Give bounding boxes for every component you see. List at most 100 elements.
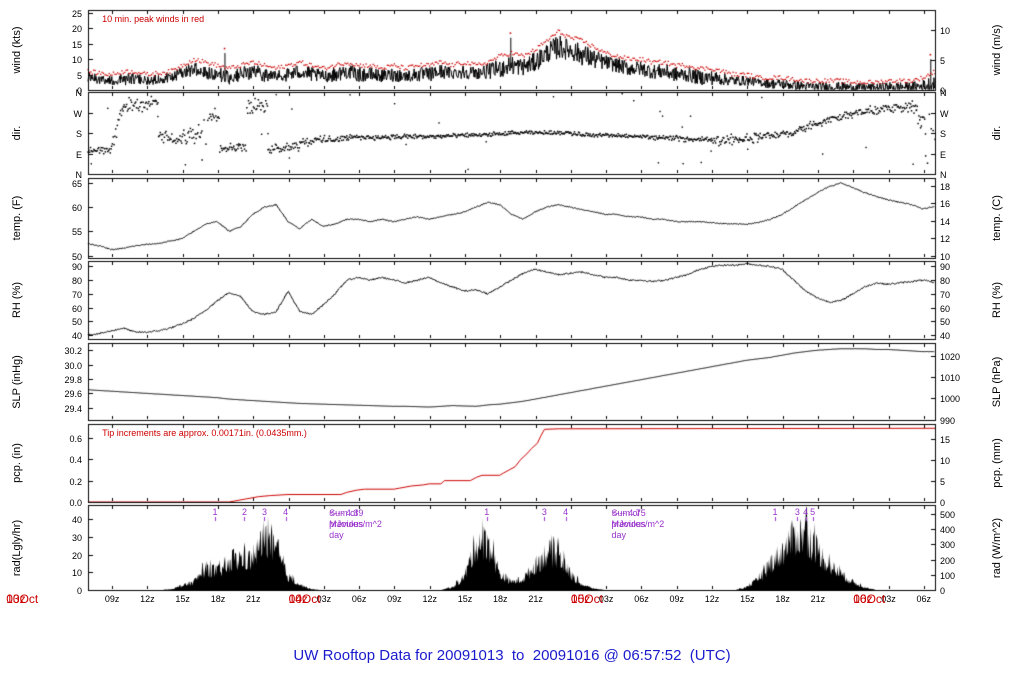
rad-peak-number: 4 (563, 507, 569, 517)
pcp-ytick-left: 0.0 (69, 497, 82, 508)
dir-ytick-right: E (940, 149, 947, 160)
slp-ytick-right: 1020 (940, 351, 961, 362)
rh-ytick-right: 80 (940, 275, 951, 286)
temp-axis-title-left: temp. (F) (11, 195, 23, 241)
dir-ytick-right: N (940, 87, 947, 98)
rh-ytick-left: 70 (71, 289, 82, 300)
pcp-axis-title-right: pcp. (mm) (991, 438, 1003, 488)
pcp-ytick-left: 0.6 (69, 433, 82, 444)
temp-ytick-right: 10 (940, 251, 951, 262)
dir-axis-title-right: dir. (991, 125, 1003, 141)
xtick-label: 12z (422, 594, 437, 604)
wind-ytick-right: 0 (940, 85, 946, 96)
date-label-day: 13Oct (6, 592, 39, 606)
pcp-ytick-left: 0.4 (69, 454, 82, 465)
rad-peak-number: 3 (261, 507, 267, 517)
rh-ytick-right: 70 (940, 289, 951, 300)
temp-ytick-right: 12 (940, 233, 951, 244)
xtick-label: 18z (775, 594, 790, 604)
date-label-day: 14Oct (288, 592, 321, 606)
rad-peak-number: 4 (283, 507, 289, 517)
slp-ytick-right: 1000 (940, 393, 961, 404)
slp-ytick-left: 29.6 (64, 388, 82, 399)
rh-ytick-left: 60 (71, 303, 82, 314)
dir-ytick-left: N (75, 169, 83, 180)
wind-axis-title-right: wind (m/s) (991, 24, 1003, 76)
slp-ytick-right: 1010 (940, 372, 961, 383)
xtick-label: 15z (175, 594, 190, 604)
xtick-label: 21z (810, 594, 826, 604)
dir-ytick-right: W (940, 108, 949, 119)
xtick-label: 03z (598, 594, 614, 604)
xtick-label: 06z (634, 594, 649, 604)
date-label-hour: 00z (6, 592, 26, 606)
temp-axis-title-right: temp. (C) (991, 195, 1003, 241)
rh-axis-title-right: RH (%) (991, 281, 1003, 319)
rad-peak-number: 1 (212, 507, 218, 517)
xtick-label: 15z (457, 594, 473, 604)
wind-ytick-left: 20 (71, 23, 82, 34)
rad-ytick-left: 30 (71, 532, 82, 543)
wind-ytick-left: 5 (76, 70, 82, 81)
dir-ytick-left: E (75, 149, 82, 160)
date-label-hour: 00z (570, 592, 591, 606)
rad-sum-line1: Sum of previous day (329, 508, 364, 540)
temp-ytick-left: 50 (71, 251, 82, 262)
xtick-label: 18z (493, 594, 508, 604)
slp-ytick-left: 30.2 (64, 345, 82, 356)
temp-ytick-left: 65 (71, 178, 82, 189)
date-label-hour: 00z (288, 592, 308, 606)
pcp-ytick-right: 10 (940, 455, 951, 466)
rad-ytick-left: 20 (71, 550, 82, 561)
rad-peak-number: 1 (772, 507, 778, 517)
rh-ytick-right: 90 (940, 261, 951, 272)
temp-ytick-right: 16 (940, 198, 951, 209)
slp-ytick-left: 29.8 (64, 374, 82, 385)
temp-ytick-right: 18 (940, 181, 951, 192)
rh-ytick-right: 40 (940, 330, 951, 341)
rad-peak-number: 3 (794, 507, 800, 517)
slp-axis-title-left: SLP (inHg) (11, 354, 23, 409)
rad-axis-title-right: rad (W/m^2) (991, 517, 1003, 578)
xtick-label: 06z (351, 594, 367, 604)
rad-ytick-right: 300 (940, 539, 956, 550)
rad-ytick-right: 500 (940, 509, 956, 520)
xtick-label: 12z (704, 594, 720, 604)
rh-ytick-left: 40 (71, 330, 82, 341)
rad-ytick-right: 200 (940, 555, 956, 566)
dir-ytick-left: W (73, 108, 83, 119)
rad-peak-number: 2 (241, 507, 247, 517)
xtick-label: 21z (528, 594, 543, 604)
pcp-ytick-right: 5 (940, 476, 946, 487)
rh-ytick-left: 50 (71, 316, 82, 327)
wind-axis-title-left: wind (kts) (11, 26, 23, 74)
temp-ytick-right: 14 (940, 216, 951, 227)
xtick-label: 18z (210, 594, 226, 604)
slp-ytick-right: 990 (940, 415, 956, 426)
wind-ytick-left: 25 (71, 8, 82, 19)
pcp-ytick-left: 0.2 (69, 476, 82, 487)
temp-ytick-left: 55 (71, 226, 82, 237)
rh-ytick-left: 90 (71, 261, 82, 272)
pcp-ytick-right: 15 (940, 434, 951, 445)
rad-sum-line1: Sum of previous day (611, 508, 646, 540)
rad-ytick-right: 100 (940, 570, 956, 581)
temp-ytick-left: 60 (71, 202, 82, 213)
rad-ytick-right: 0 (940, 585, 946, 596)
rad-peak-number: 3 (541, 507, 547, 517)
wind-ytick-left: 10 (71, 54, 82, 65)
rad-ytick-left: 10 (71, 567, 82, 578)
wind-ytick-right: 10 (940, 25, 951, 36)
rad-ytick-left: 40 (71, 514, 82, 525)
dir-ytick-right: S (940, 128, 947, 139)
pcp-axis-title-left: pcp. (in) (11, 443, 23, 483)
wind-note: 10 min. peak winds in red (102, 14, 205, 24)
rad-peak-number: 4 (803, 507, 809, 517)
xtick-label: 09z (387, 594, 402, 604)
pcp-note: Tip increments are approx. 0.00171in. (0… (102, 428, 307, 438)
dir-axis-title-left: dir. (11, 125, 23, 141)
date-label-day: 15Oct (570, 592, 603, 606)
dir-ytick-left: N (75, 87, 83, 98)
slp-ytick-left: 29.4 (64, 403, 82, 414)
rh-ytick-right: 60 (940, 303, 951, 314)
